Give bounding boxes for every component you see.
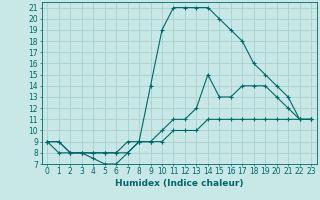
X-axis label: Humidex (Indice chaleur): Humidex (Indice chaleur)	[115, 179, 244, 188]
